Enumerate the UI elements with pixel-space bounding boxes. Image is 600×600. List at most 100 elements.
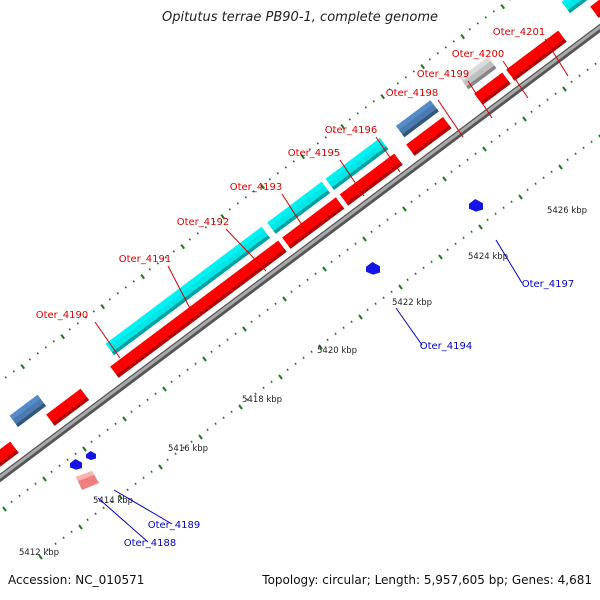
tick-mark bbox=[270, 380, 273, 384]
gene-label-oter-4199[interactable]: Oter_4199 bbox=[417, 69, 470, 80]
tick-mark bbox=[46, 548, 49, 552]
tick-mark bbox=[474, 152, 477, 156]
feature-bevel bbox=[46, 388, 84, 419]
gene-bar-oter-4198[interactable] bbox=[590, 0, 600, 18]
tick-mark bbox=[28, 358, 32, 361]
feature-shadow bbox=[466, 65, 497, 90]
gene-features bbox=[0, 0, 600, 490]
gene-arrow-oter-4188[interactable] bbox=[70, 459, 82, 470]
gene-bar-pseudo[interactable] bbox=[9, 394, 47, 427]
tick-mark bbox=[36, 352, 40, 355]
gene-labels: Oter_4188 Oter_4189 Oter_4190 Oter_4191 Oter… bbox=[36, 27, 575, 549]
leader-line-oter-4193 bbox=[281, 193, 308, 234]
gene-bar-oter-4192[interactable] bbox=[339, 153, 403, 206]
feature-bevel bbox=[339, 153, 398, 199]
gene-bar-oter-4195-other[interactable] bbox=[460, 57, 497, 90]
gene-label-oter-4196[interactable]: Oter_4196 bbox=[325, 125, 378, 136]
tick-mark bbox=[404, 76, 407, 79]
tick-mark bbox=[74, 452, 77, 456]
tick-mark bbox=[486, 218, 489, 222]
feature-bevel bbox=[590, 0, 600, 11]
tick-mark bbox=[324, 136, 327, 139]
tick-mark bbox=[422, 266, 425, 270]
tick-mark bbox=[338, 254, 341, 258]
tick-mark bbox=[378, 224, 381, 228]
tick-mark bbox=[138, 404, 141, 408]
tick-mark bbox=[438, 254, 443, 260]
tick-mark bbox=[116, 292, 120, 295]
tick-mark bbox=[570, 80, 573, 84]
gene-bar-oter-4196[interactable] bbox=[506, 30, 567, 81]
gene-label-oter-4198[interactable]: Oter_4198 bbox=[386, 88, 439, 99]
tick-mark bbox=[498, 134, 501, 138]
tick-mark bbox=[268, 178, 271, 181]
tick-mark bbox=[122, 416, 127, 422]
gene-bar-forward[interactable] bbox=[0, 441, 19, 474]
tick-mark bbox=[518, 194, 523, 200]
tick-mark bbox=[90, 440, 93, 444]
tick-mark bbox=[300, 154, 306, 160]
gene-label-oter-4193[interactable]: Oter_4193 bbox=[230, 182, 283, 193]
gene-bar-oter-4192-other[interactable] bbox=[325, 138, 389, 190]
tick-mark bbox=[452, 40, 455, 43]
tick-mark bbox=[82, 446, 87, 452]
gene-bar-oter-4195[interactable] bbox=[474, 72, 511, 105]
tick-mark bbox=[530, 110, 533, 114]
gene-label-oter-4197[interactable]: Oter_4197 bbox=[522, 279, 575, 290]
leader-line-oter-4197 bbox=[495, 239, 523, 284]
feature-face bbox=[9, 394, 47, 427]
gene-bar-oter-4190-other[interactable] bbox=[105, 226, 271, 355]
gene-arrow-oter-4197[interactable] bbox=[469, 199, 483, 212]
gene-label-oter-4190[interactable]: Oter_4190 bbox=[36, 310, 89, 321]
gene-bar-forward[interactable] bbox=[46, 388, 89, 426]
gene-bar-oter-4191[interactable] bbox=[282, 197, 345, 249]
gene-bar-pale[interactable] bbox=[76, 471, 99, 490]
gene-bar-oter-4193[interactable] bbox=[406, 117, 452, 156]
tick-mark bbox=[238, 404, 243, 410]
tick-mark bbox=[476, 22, 479, 25]
gene-label-oter-4194[interactable]: Oter_4194 bbox=[420, 341, 473, 352]
leader-line-oter-4191 bbox=[167, 265, 197, 321]
gene-label-oter-4201[interactable]: Oter_4201 bbox=[493, 27, 546, 38]
feature-shadow bbox=[116, 249, 287, 378]
gene-label-oter-4191[interactable]: Oter_4191 bbox=[119, 254, 172, 265]
tick-mark bbox=[172, 250, 175, 253]
gene-label-oter-4200[interactable]: Oter_4200 bbox=[452, 49, 505, 60]
tick-mark bbox=[230, 410, 233, 414]
feature-face bbox=[396, 100, 439, 138]
gene-bar-oter-4198-other[interactable] bbox=[561, 0, 588, 13]
gene-label-oter-4188[interactable]: Oter_4188 bbox=[124, 538, 177, 549]
gene-arrow-oter-4194[interactable] bbox=[366, 262, 380, 275]
gene-label-oter-4192[interactable]: Oter_4192 bbox=[177, 217, 230, 228]
feature-bevel bbox=[561, 0, 573, 6]
tick-mark bbox=[166, 458, 169, 462]
tick-mark bbox=[252, 190, 255, 193]
feature-face bbox=[86, 451, 96, 460]
tick-mark bbox=[506, 128, 509, 132]
feature-shadow bbox=[0, 450, 19, 467]
tick-mark bbox=[558, 164, 563, 170]
gene-arrow-oter-4189[interactable] bbox=[86, 451, 96, 460]
feature-bevel bbox=[460, 57, 491, 82]
tick-mark bbox=[330, 260, 333, 264]
tick-mark bbox=[446, 248, 449, 252]
tick-mark bbox=[20, 364, 26, 370]
tick-mark bbox=[114, 422, 117, 426]
accession-value: NC_010571 bbox=[75, 573, 145, 587]
leader-line-oter-4188 bbox=[97, 497, 149, 543]
gene-label-oter-4189[interactable]: Oter_4189 bbox=[148, 520, 201, 531]
tick-mark bbox=[86, 518, 89, 522]
tick-mark bbox=[286, 368, 289, 372]
gene-label-oter-4195[interactable]: Oter_4195 bbox=[288, 148, 341, 159]
tick-mark bbox=[118, 494, 123, 500]
feature-face bbox=[339, 153, 403, 206]
gene-bar-oter-4191-other[interactable] bbox=[267, 181, 330, 234]
gene-bar-oter-4193-other[interactable] bbox=[396, 100, 439, 138]
leader-line-oter-4198 bbox=[437, 99, 464, 138]
tick-mark bbox=[38, 554, 43, 560]
gene-bar-oter-4190[interactable] bbox=[110, 240, 287, 378]
tick-mark bbox=[426, 188, 429, 192]
feature-shadow bbox=[273, 190, 330, 234]
tick-mark bbox=[550, 170, 553, 174]
